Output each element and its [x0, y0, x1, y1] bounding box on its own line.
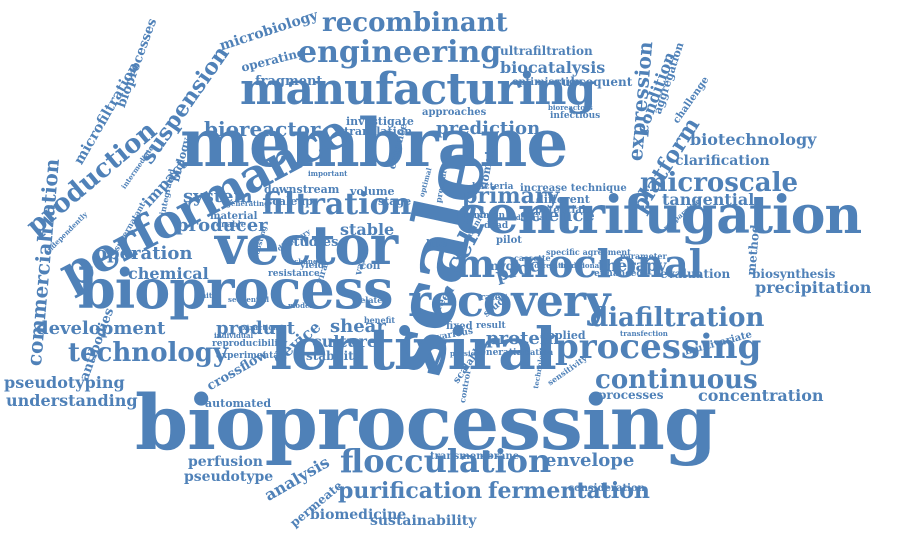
- word-envelope: envelope: [545, 452, 634, 470]
- word-bioreactors: bioreactors: [548, 104, 593, 111]
- word-optimisation: optimisation: [512, 78, 583, 88]
- word-unit: unit: [196, 292, 212, 299]
- word-pseudotyping: pseudotyping: [4, 375, 125, 391]
- word-automated: automated: [205, 398, 271, 409]
- word-biotechnology: biotechnology: [690, 132, 816, 148]
- word-fragment: fragment: [255, 75, 322, 88]
- word-transfection: transfection: [620, 330, 668, 337]
- word-evaluation: evaluation: [660, 268, 730, 280]
- word-purification: purification: [338, 480, 482, 502]
- word-related: related: [356, 296, 388, 304]
- word-resistance: resistance: [268, 270, 320, 279]
- word-different: different: [536, 194, 590, 205]
- word-reproducibility: reproducibility: [212, 340, 287, 349]
- word-bioreactor: bioreactor: [204, 119, 320, 139]
- word-tangential: tangential: [662, 192, 754, 208]
- word-stability: stability: [306, 350, 361, 362]
- word-generating: generating: [226, 200, 269, 207]
- word-dead: dead: [484, 222, 508, 231]
- word-correlation: correlation: [530, 262, 574, 269]
- word-consideration: consideration: [568, 484, 645, 494]
- word-stable: stable: [340, 222, 394, 238]
- word-diafiltration: diafiltration: [590, 305, 764, 331]
- word-physical: physical: [450, 350, 482, 357]
- word-change: change: [294, 258, 322, 265]
- word-biosynthesis: biosynthesis: [752, 268, 835, 280]
- word-experimental: experimental: [216, 352, 282, 361]
- word-perfusion: perfusion: [188, 455, 263, 469]
- word-downstream: downstream: [264, 184, 339, 195]
- word-important: important: [308, 170, 347, 177]
- word-engineering: engineering: [298, 38, 501, 68]
- word-sustainability: sustainability: [370, 514, 476, 528]
- word-infectious: infectious: [550, 112, 600, 121]
- word-industrial: industrial: [508, 214, 546, 221]
- word-recombinant: recombinant: [322, 10, 508, 36]
- word-bioprocesses: bioprocesses: [115, 17, 159, 110]
- word-pilot: pilot: [496, 236, 522, 246]
- word-line: line: [426, 240, 447, 250]
- word-enable: enable: [216, 220, 246, 228]
- word-model: model: [288, 302, 312, 309]
- word-transmembrane: transmembrane: [430, 452, 519, 462]
- word-processes: processes: [598, 389, 664, 401]
- word-pseudotype: pseudotype: [184, 470, 273, 484]
- word-precipitation: precipitation: [755, 280, 871, 296]
- word-scaleup: scaleup: [266, 196, 313, 207]
- word-individual: individual: [214, 332, 253, 339]
- word-sequential: sequential: [228, 296, 269, 303]
- word-chemical: chemical: [128, 266, 209, 282]
- word-ultrafiltration: ultrafiltration: [500, 45, 593, 57]
- word-concentration: concentration: [698, 388, 824, 404]
- word-fixed: fixed: [446, 322, 473, 332]
- word-stage: stage: [378, 196, 411, 207]
- word-prediction: prediction: [436, 120, 540, 138]
- word-result: result: [476, 322, 506, 331]
- word-operation: operation: [95, 245, 192, 263]
- word-understanding: understanding: [6, 393, 138, 409]
- word-approaches: approaches: [422, 108, 486, 118]
- word-creation: creation: [516, 348, 553, 356]
- word-benefit: benefit: [364, 316, 395, 324]
- word-enhanced: enhanced: [594, 270, 643, 279]
- word-specific-agreement: specific agreement: [546, 248, 631, 256]
- word-culture: culture: [312, 334, 377, 350]
- word-bacteria: bacteria: [472, 183, 513, 192]
- word-parameter: parameter: [620, 252, 667, 260]
- word-biocatalysis: biocatalysis: [500, 60, 605, 76]
- word-clarification: clarification: [675, 154, 770, 168]
- word-extraction: extraction: [238, 324, 278, 331]
